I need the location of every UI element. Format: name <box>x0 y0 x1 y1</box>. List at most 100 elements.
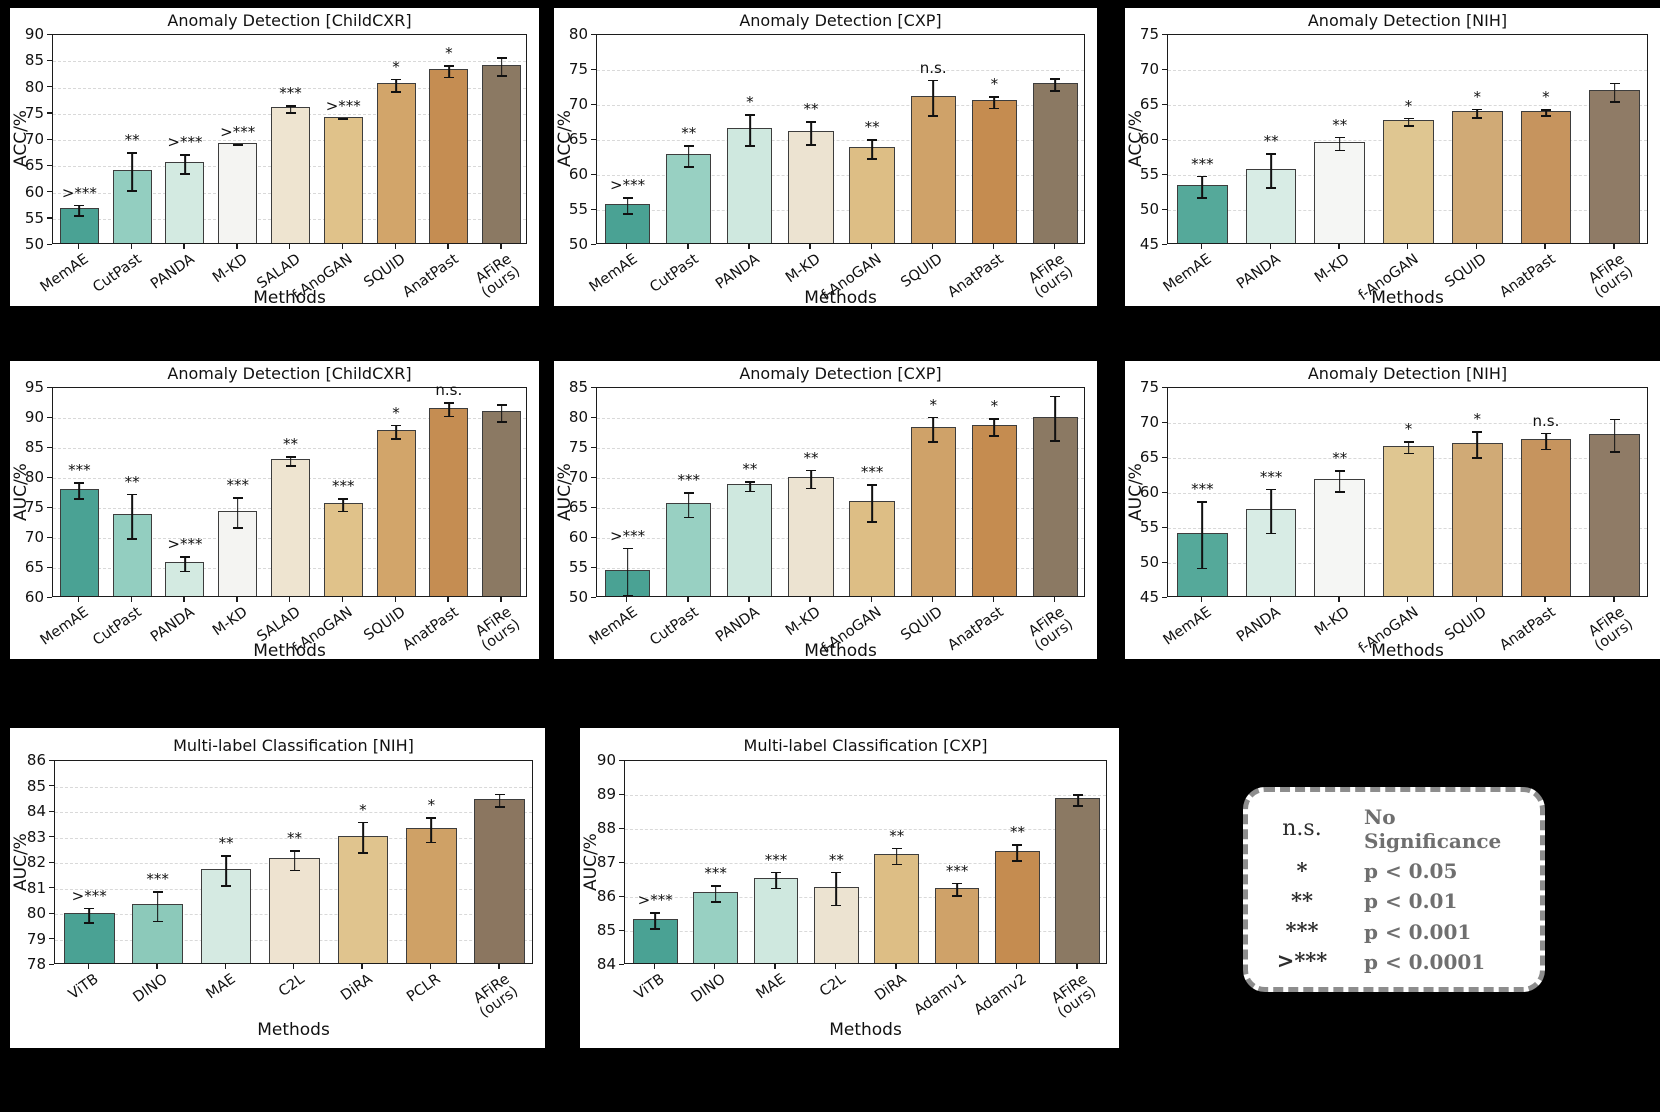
legend-label-p0001: p < 0.001 <box>1364 919 1472 944</box>
error-bar-cap-top <box>1012 844 1023 846</box>
error-bar <box>1270 153 1272 189</box>
chart-title: Multi-label Classification [CXP] <box>743 736 988 755</box>
error-bar-cap-top <box>622 547 633 550</box>
y-tick-label: 81 <box>26 878 46 897</box>
chart-acc-cxp: Anomaly Detection [CXP] >*** ** * ** ** n.s. * 5… <box>554 8 1097 308</box>
x-tick-mark <box>498 964 500 969</box>
gridline <box>597 210 1084 211</box>
error-bar <box>810 469 812 489</box>
bar <box>849 147 895 243</box>
significance-label: ** <box>283 435 298 454</box>
chart-auc-nih: Anomaly Detection [NIH] *** *** ** * * n.s. 45 5… <box>1125 361 1660 661</box>
gridline <box>625 931 1106 932</box>
significance-label: *** <box>704 864 727 883</box>
error-bar-cap-bottom <box>1609 451 1620 454</box>
y-tick-label: 55 <box>1139 165 1159 183</box>
x-tick-mark <box>394 244 396 249</box>
error-bar <box>342 498 345 512</box>
y-tick-mark <box>1162 173 1167 175</box>
gridline <box>53 418 526 419</box>
error-bar <box>993 418 996 436</box>
gridline <box>625 829 1106 830</box>
bar <box>376 83 416 243</box>
error-bar-cap-top <box>494 793 505 796</box>
error-bar <box>871 139 873 159</box>
bar <box>666 154 712 243</box>
error-bar-cap-top <box>232 497 243 499</box>
error-bar <box>293 850 296 871</box>
x-tick-mark <box>626 244 628 249</box>
gridline <box>597 70 1084 71</box>
gridline <box>597 478 1084 479</box>
bar <box>1520 110 1572 243</box>
y-tick-label: 70 <box>568 468 588 486</box>
x-axis-label: Methods <box>1371 288 1444 308</box>
error-bar <box>748 114 751 147</box>
y-tick-label: 86 <box>26 751 46 769</box>
y-tick-label: 85 <box>26 776 46 795</box>
y-axis-label: AUC/% <box>1126 463 1146 521</box>
y-tick-label: 60 <box>24 182 44 201</box>
x-tick-mark <box>289 597 291 602</box>
error-bar-cap-top <box>805 469 816 472</box>
bar <box>323 503 363 596</box>
significance-label: ** <box>803 448 819 467</box>
x-tick-mark <box>447 597 449 602</box>
x-tick-mark <box>834 964 837 969</box>
y-tick-label: 75 <box>568 60 588 78</box>
y-tick-label: 50 <box>568 235 588 253</box>
y-tick-mark <box>1162 561 1167 563</box>
error-bar-cap-bottom <box>928 115 939 117</box>
gridline <box>53 87 526 89</box>
y-axis-label: AUC/% <box>555 463 575 521</box>
error-bar-cap-bottom <box>285 465 296 467</box>
y-tick-mark <box>591 476 596 478</box>
y-tick-label: 80 <box>568 408 588 426</box>
error-bar-cap-top <box>232 143 243 146</box>
y-tick-label: 88 <box>596 819 616 837</box>
error-bar <box>500 404 503 423</box>
x-axis-label: Methods <box>253 288 326 308</box>
error-bar-cap-top <box>1472 108 1483 111</box>
gridline <box>597 538 1084 539</box>
y-tick-mark <box>47 191 52 193</box>
y-tick-mark <box>1162 596 1167 598</box>
y-tick-mark <box>47 86 52 88</box>
x-tick-mark <box>236 597 238 602</box>
significance-label: ** <box>287 829 302 848</box>
chart-title: Anomaly Detection [ChildCXR] <box>167 364 412 383</box>
error-bar <box>1476 431 1479 458</box>
y-tick-mark <box>47 59 52 62</box>
gridline <box>597 105 1084 106</box>
x-tick-mark <box>1053 244 1056 249</box>
y-tick-mark <box>591 416 596 418</box>
legend-row: n.s. No Significance <box>1262 805 1526 853</box>
error-bar-cap-bottom <box>1334 149 1345 152</box>
legend-row: * p < 0.05 <box>1262 859 1526 883</box>
error-bar <box>1613 418 1616 453</box>
significance-label: ** <box>828 850 844 869</box>
y-tick-mark <box>47 596 52 598</box>
error-bar-cap-bottom <box>232 527 243 530</box>
error-bar-cap-top <box>989 95 1000 98</box>
y-tick-label: 70 <box>24 528 44 546</box>
error-bar-cap-bottom <box>744 145 755 147</box>
y-tick-label: 82 <box>26 853 46 871</box>
error-bar-cap-bottom <box>1403 452 1414 455</box>
error-bar-cap-top <box>74 204 85 207</box>
bar <box>1314 479 1366 596</box>
x-tick-mark <box>992 244 995 249</box>
gridline <box>597 175 1084 176</box>
y-tick-mark <box>1162 456 1167 458</box>
error-bar-cap-bottom <box>952 895 963 897</box>
bar <box>788 131 834 243</box>
significance-label: *** <box>764 850 788 869</box>
y-tick-label: 45 <box>1139 588 1159 606</box>
error-bar <box>687 492 690 518</box>
bar <box>1520 439 1572 596</box>
gridline <box>597 418 1084 419</box>
y-tick-mark <box>591 506 596 508</box>
bar <box>874 854 920 963</box>
significance-label: ** <box>681 123 697 142</box>
y-tick-label: 75 <box>1139 25 1159 43</box>
